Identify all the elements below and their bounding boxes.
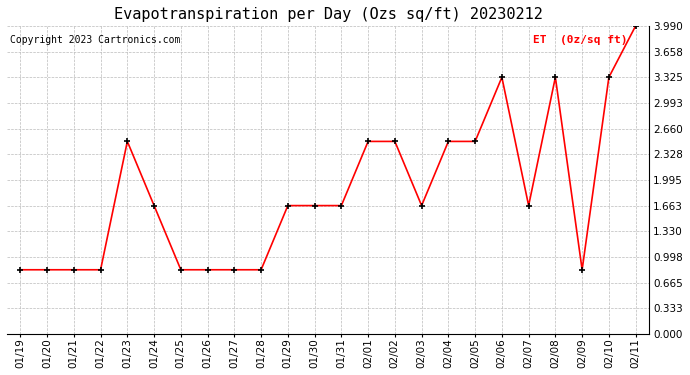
- Title: Evapotranspiration per Day (Ozs sq/ft) 20230212: Evapotranspiration per Day (Ozs sq/ft) 2…: [114, 7, 542, 22]
- Text: Copyright 2023 Cartronics.com: Copyright 2023 Cartronics.com: [10, 35, 181, 45]
- Text: ET  (0z/sq ft): ET (0z/sq ft): [533, 35, 628, 45]
